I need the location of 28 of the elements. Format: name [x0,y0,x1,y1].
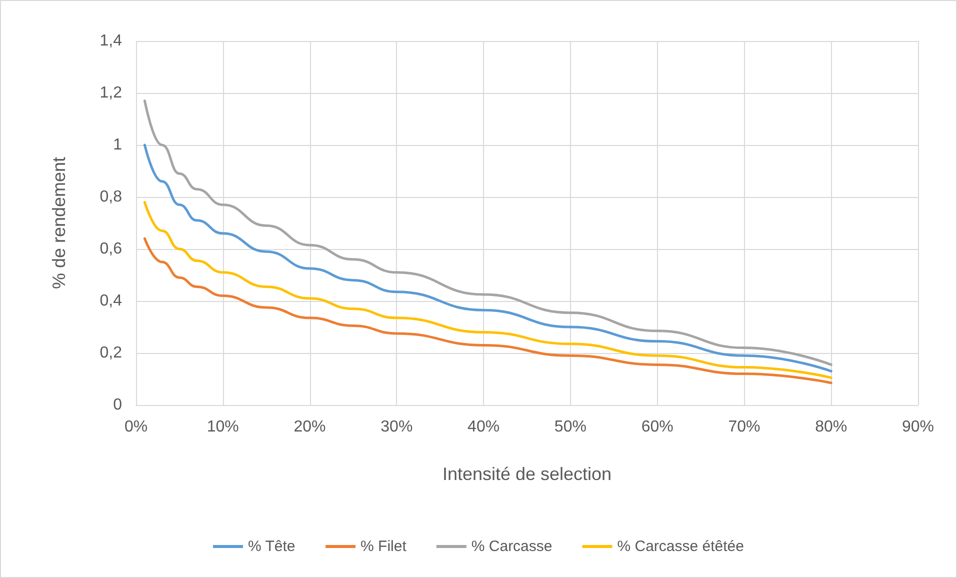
y-tick-label: 1,4 [100,32,122,50]
legend-label: % Tête [248,538,296,555]
x-tick-label: 40% [468,418,500,436]
x-axis-title: Intensité de selection [442,464,612,484]
line-series [143,200,832,379]
line-series [143,100,832,366]
y-tick-label: 1,2 [100,84,122,102]
y-tick-label: 0,2 [100,344,122,362]
y-tick-label: 0,4 [100,292,122,310]
y-axis-title: % de rendement [49,156,69,290]
x-tick-label: 0% [124,418,148,436]
legend-label: % Filet [360,538,408,555]
y-tick-label: 0,6 [100,240,122,258]
x-tick-label: 30% [380,418,413,436]
x-tick-label: 90% [902,418,934,436]
legend-label: % Carcasse [471,538,552,555]
x-tick-label: 10% [206,418,239,436]
x-tick-label: 60% [641,418,674,436]
legend-label: % Carcasse étêtée [617,538,744,555]
line-series [143,144,832,372]
x-tick-label: 80% [815,418,848,436]
y-tick-label: 1 [113,136,122,154]
x-tick-label: 70% [728,418,760,436]
y-tick-label: 0,8 [100,188,122,206]
y-tick-label: 0 [113,396,122,414]
x-tick-label: 20% [294,418,326,436]
x-tick-label: 50% [554,418,586,436]
line-series [143,237,832,384]
